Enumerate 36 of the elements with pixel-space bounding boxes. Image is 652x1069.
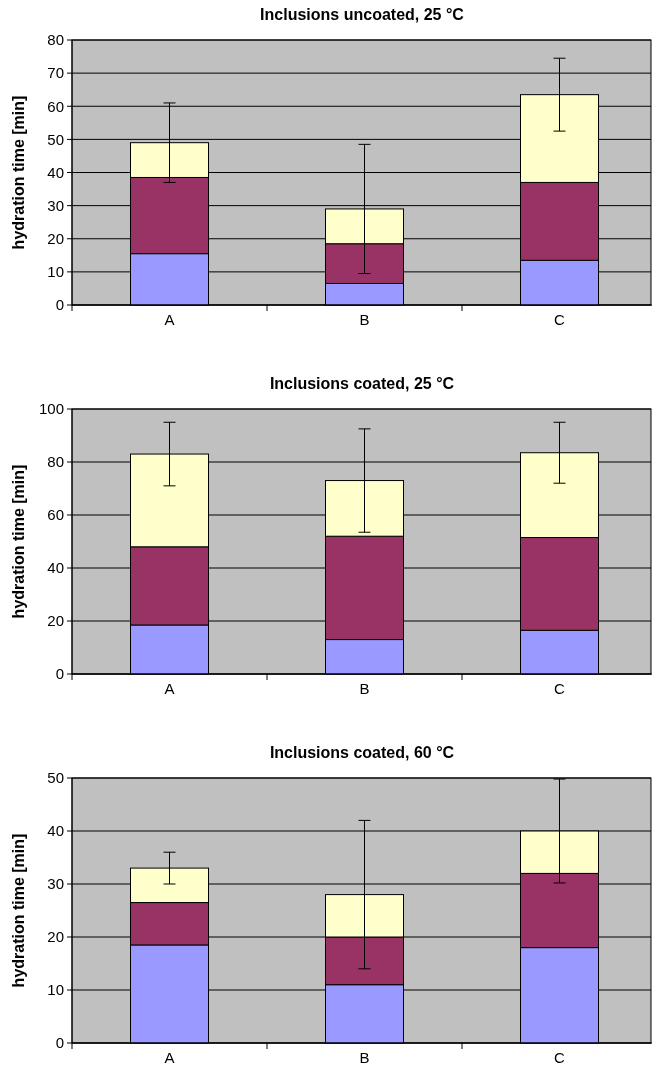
y-tick-label: 0 (55, 665, 64, 683)
y-tick-label: 60 (47, 97, 64, 115)
x-tick-label: B (359, 680, 370, 697)
x-tick-label: B (359, 1049, 370, 1066)
y-tick-label: 10 (47, 981, 64, 999)
y-tick-label: 20 (47, 928, 64, 946)
y-tick-label: 30 (47, 875, 64, 893)
y-tick-label: 50 (47, 130, 64, 148)
chart-title: Inclusions coated, 60 °C (269, 744, 455, 761)
y-tick-label: 70 (47, 64, 64, 82)
y-tick-label: 80 (47, 453, 64, 471)
y-axis-title: hydration time [min] (10, 95, 27, 250)
y-tick-label: 40 (47, 822, 64, 840)
x-tick-label: C (554, 680, 566, 697)
y-tick-label: 80 (47, 31, 64, 49)
y-tick-label: 0 (55, 296, 64, 314)
x-tick-label: C (554, 311, 566, 328)
y-tick-label: 30 (47, 196, 64, 214)
x-tick-label: A (164, 311, 175, 328)
y-tick-label: 40 (47, 163, 64, 181)
chart-title: Inclusions uncoated, 25 °C (260, 6, 465, 23)
x-tick-label: A (164, 680, 175, 697)
y-tick-label: 10 (47, 263, 64, 281)
y-tick-label: 20 (47, 230, 64, 247)
chart-title: Inclusions coated, 25 °C (269, 375, 455, 392)
y-tick-label: 20 (47, 612, 64, 630)
y-tick-label: 60 (47, 506, 64, 524)
x-tick-label: C (554, 1049, 566, 1066)
y-tick-label: 100 (38, 400, 64, 418)
x-tick-label: A (164, 1049, 175, 1066)
x-tick-label: B (359, 311, 370, 328)
y-tick-label: 0 (55, 1034, 64, 1052)
y-tick-label: 50 (47, 769, 64, 787)
y-axis-title: hydration time [min] (10, 833, 27, 988)
y-axis-title: hydration time [min] (10, 464, 27, 619)
y-tick-label: 40 (47, 559, 64, 577)
